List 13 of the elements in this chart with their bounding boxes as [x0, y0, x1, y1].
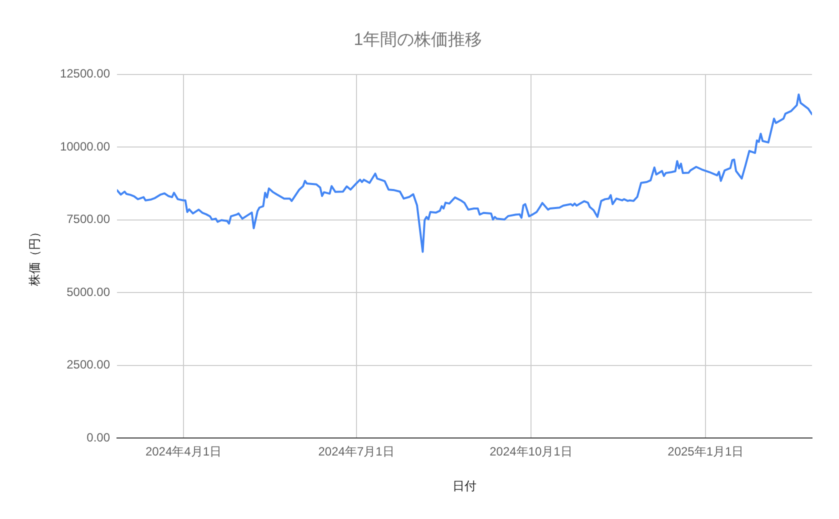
y-axis-title: 株価（円）: [28, 226, 42, 288]
chart-title: 1年間の株価推移: [354, 30, 482, 49]
y-tick-label: 10000.00: [60, 139, 110, 154]
y-tick-label: 5000.00: [66, 284, 110, 299]
y-tick-label: 12500.00: [60, 66, 110, 81]
y-tick-label: 2500.00: [66, 358, 110, 372]
x-tick-label: 2025年1月1日: [668, 444, 744, 459]
x-axis-title: 日付: [452, 479, 476, 494]
x-tick-label: 2024年4月1日: [145, 444, 222, 459]
x-tick-label: 2024年7月1日: [318, 444, 394, 459]
y-tick-label: 7500.00: [66, 212, 110, 226]
x-tick-label: 2024年10月1日: [490, 444, 572, 459]
y-tick-label: 0.00: [86, 430, 110, 444]
